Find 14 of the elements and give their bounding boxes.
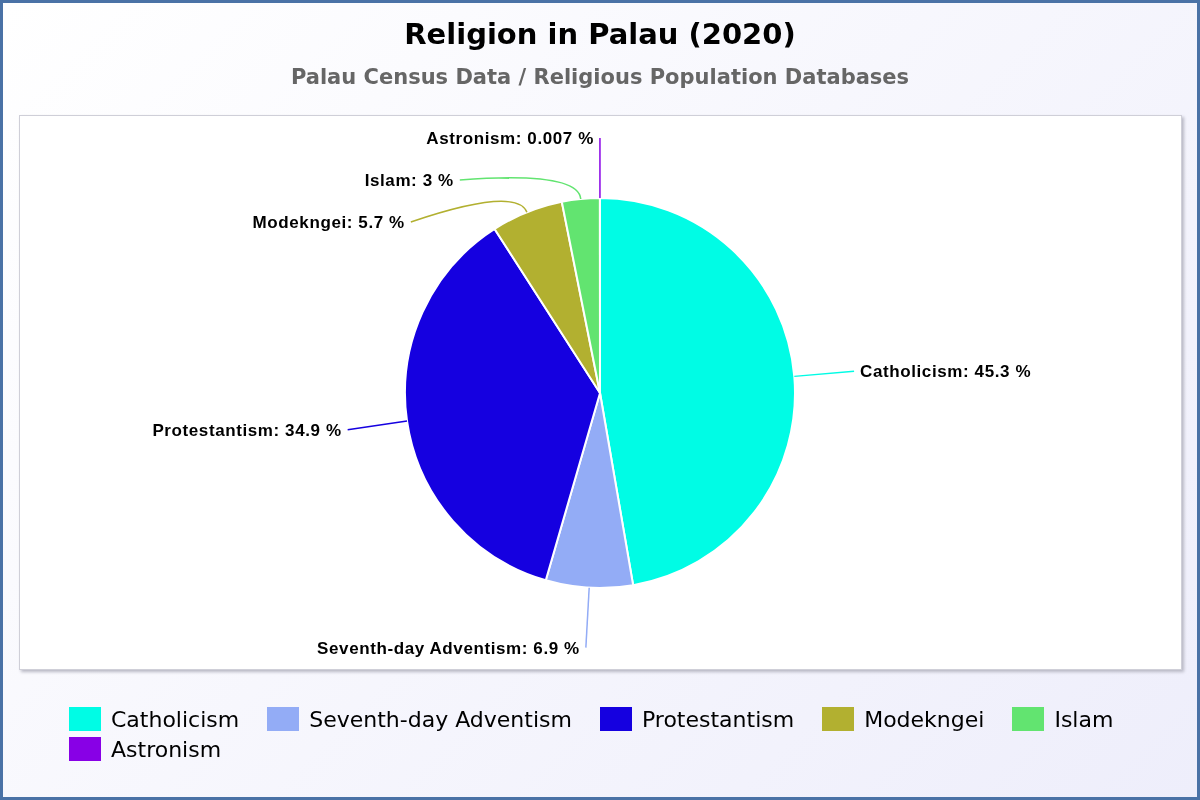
data-label: Seventh-day Adventism: 6.9 % — [317, 638, 580, 658]
data-label: Astronism: 0.007 % — [426, 129, 594, 148]
chart-subtitle: Palau Census Data / Religious Population Databases — [289, 65, 911, 89]
data-label: Protestantism: 34.9 % — [152, 420, 342, 440]
legend-label: Modekngei — [864, 706, 985, 732]
legend-label: Protestantism — [641, 706, 795, 732]
legend-label: Catholicism — [111, 706, 240, 732]
data-label: Islam: 3 % — [364, 171, 454, 190]
chart-title: Religion in Palau (2020) — [403, 17, 797, 51]
legend-label: Islam — [1054, 706, 1114, 732]
legend-label: Seventh-day Adventism — [309, 706, 572, 732]
legend-label: Astronism — [111, 736, 222, 762]
data-label: Modekngei: 5.7 % — [252, 213, 405, 232]
data-label: Catholicism: 45.3 % — [860, 362, 1032, 382]
